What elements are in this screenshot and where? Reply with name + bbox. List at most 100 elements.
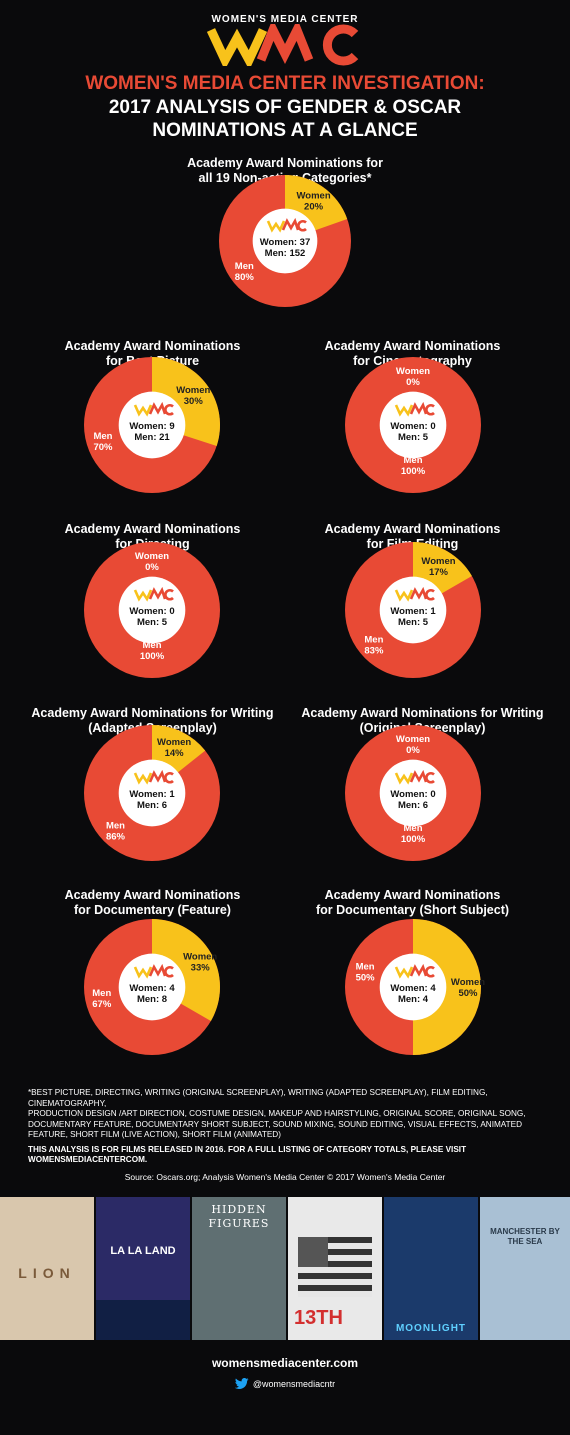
chart-3-men-label: Men [143,640,162,651]
chart-4-center-women: Women: 1 [390,606,436,617]
twitter-handle-text: @womensmediacntr [252,1379,336,1389]
twitter-handle[interactable]: @womensmediacntr [0,1378,570,1389]
chart-7-title-line2: for Documentary (Feature) [74,903,231,917]
chart-1-center-women: Women: 9 [129,421,174,432]
chart-4-center-men: Men: 5 [398,617,429,628]
title-line-1: WOMEN'S MEDIA CENTER INVESTIGATION: [85,73,485,94]
chart-5-women-percent: 14% [165,748,185,759]
chart-6-women-percent: 0% [406,745,420,756]
poster-manchester-title: MANCHESTER BY THE SEA [490,1227,560,1246]
chart-6-title-line1: Academy Award Nominations for Writing [301,706,544,720]
poster-strip: LION LA LA LAND HIDDEN FIGURES 13TH MOON… [0,1197,570,1340]
poster-la-la-land: LA LA LAND [96,1197,190,1340]
chart-1-men-label: Men [93,431,112,442]
chart-7-title-line1: Academy Award Nominations [64,888,241,902]
chart-7-women-percent: 33% [191,963,211,974]
title-line-2-3: 2017 ANALYSIS OF GENDER & OSCAR NOMINATI… [0,96,570,142]
poster-13th-title: 13TH [294,1307,343,1329]
chart-1-title-line1: Academy Award Nominations [64,339,241,353]
chart-4-women-percent: 17% [429,567,449,578]
chart-1-center-men: Men: 21 [134,432,170,443]
chart-7-men-label: Men [92,988,111,999]
twitter-bird-icon [234,1378,249,1389]
chart-8-women-label: Women [451,977,485,988]
chart-3-women-percent: 0% [145,562,159,573]
chart-0-women-label: Women [296,191,330,202]
chart-3-women-label: Women [135,551,169,562]
chart-0-men-percent: 80% [235,272,255,283]
chart-7-title: Academy Award Nominations for Documentar… [20,888,285,918]
chart-5-men-label: Men [106,821,125,832]
chart-1-men-percent: 70% [93,442,113,453]
footnote-line-3: DOCUMENTARY FEATURE, DOCUMENTARY SHORT S… [28,1119,523,1129]
chart-2-title-line1: Academy Award Nominations [324,339,501,353]
poster-moonlight-title: MOONLIGHT [395,1323,467,1334]
org-name: WOMEN'S MEDIA CENTER [211,14,359,25]
chart-0-men-label: Men [235,261,254,272]
poster-la-la-land-skyline [96,1300,190,1340]
chart-8-center-women: Women: 4 [390,983,436,994]
chart-5-center-men: Men: 6 [137,800,167,811]
chart-0-title-line1: Academy Award Nominations for [187,156,383,170]
chart-8-women-percent: 50% [458,988,478,999]
wmc-logo [206,24,359,66]
chart-1-women-label: Women [176,385,210,396]
chart-8-wmc-logo-icon [394,963,435,979]
chart-7-men-percent: 67% [92,999,112,1010]
footnote-line-4: FEATURE, SHORT FILM (LIVE ACTION), SHORT… [28,1130,281,1139]
chart-8-men-percent: 50% [356,973,376,984]
source-credit: Source: Oscars.org; Analysis Women's Med… [124,1172,446,1182]
chart-7-wmc-logo-icon [133,963,174,979]
chart-2-women-percent: 0% [406,377,420,388]
chart-4-men-percent: 83% [364,646,384,657]
chart-4-title-line1: Academy Award Nominations [324,522,501,536]
poster-hidden-figures: HIDDEN FIGURES [192,1197,286,1340]
chart-2-men-percent: 100% [401,466,426,477]
chart-2-center-women: Women: 0 [390,421,435,432]
chart-7-women-label: Women [183,952,217,963]
chart-6-women-label: Women [396,734,430,745]
website-link[interactable]: womensmediacenter.com [211,1356,359,1370]
chart-3-center-women: Women: 0 [129,606,174,617]
title-line-2: 2017 ANALYSIS OF GENDER & OSCAR [108,97,462,118]
chart-2-women-label: Women [396,366,430,377]
chart-3-title-line1: Academy Award Nominations [64,522,241,536]
chart-0-women-percent: 20% [304,202,324,213]
chart-8-title-line2: for Documentary (Short Subject) [315,903,510,917]
chart-8-center-men: Men: 4 [398,994,429,1005]
chart-5-women-label: Women [157,737,191,748]
chart-5-center-women: Women: 1 [129,789,175,800]
chart-0-center-women: Women: 37 [260,237,311,248]
chart-2-men-label: Men [404,455,423,466]
chart-8-slice-women [413,919,481,1055]
chart-5-title-line1: Academy Award Nominations for Writing [31,706,274,720]
chart-4-women-label: Women [421,556,455,567]
footnote-categories: *BEST PICTURE, DIRECTING, WRITING (ORIGI… [28,1088,553,1166]
poster-13th: 13TH [288,1197,382,1340]
chart-8-title: Academy Award Nominations for Documentar… [280,888,545,918]
chart-2-center-men: Men: 5 [398,432,429,443]
chart-3-wmc-logo-icon [133,586,174,602]
chart-5-wmc-logo-icon [133,769,174,785]
poster-moonlight: MOONLIGHT [384,1197,478,1340]
footnote-line-1: *BEST PICTURE, DIRECTING, WRITING (ORIGI… [28,1088,488,1108]
poster-la-la-land-title: LA LA LAND [110,1245,176,1257]
chart-6-wmc-logo-icon [394,769,435,785]
title-line-3: NOMINATIONS AT A GLANCE [152,120,418,141]
footnote-analysis: THIS ANALYSIS IS FOR FILMS RELEASED IN 2… [28,1144,467,1165]
chart-3-center-men: Men: 5 [137,617,168,628]
chart-5-men-percent: 86% [106,832,126,843]
chart-6-men-label: Men [404,823,423,834]
chart-3-men-percent: 100% [140,651,165,662]
chart-6-center-women: Women: 0 [390,789,435,800]
chart-0-center-men: Men: 152 [265,248,306,259]
chart-0-wmc-logo-icon [266,217,307,233]
chart-2-wmc-logo-icon [394,401,435,417]
poster-hidden-figures-title: HIDDEN FIGURES [208,1203,270,1230]
chart-6-center-men: Men: 6 [398,800,428,811]
flag-icon [298,1237,372,1297]
chart-1-wmc-logo-icon [133,401,174,417]
chart-6-men-percent: 100% [401,834,426,845]
chart-8-men-label: Men [356,962,375,973]
